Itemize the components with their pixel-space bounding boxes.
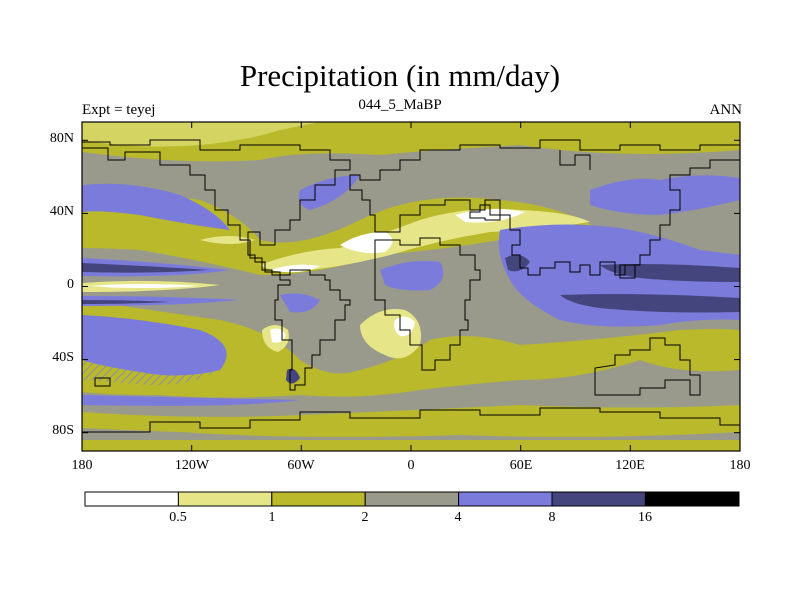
colorbar-box-5: [458, 491, 553, 507]
lat-tick-label: 40S: [52, 350, 74, 365]
colorbar-box-6: [551, 491, 646, 507]
lon-tick-label: 60E: [509, 458, 533, 473]
precip-field: [82, 122, 740, 451]
experiment-label: Expt = teyej: [82, 102, 156, 118]
lon-tick-label: 120E: [615, 458, 645, 473]
lon-tick-label: 180: [71, 458, 93, 473]
lat-tick-label: 80S: [52, 423, 74, 438]
coastlines: [82, 139, 740, 433]
colorbar-label: 8: [548, 510, 556, 525]
colorbar-label: 1: [268, 510, 276, 525]
lon-tick-label: 180: [729, 458, 751, 473]
colorbar-label: 4: [454, 510, 462, 525]
lon-tick-label: 0: [407, 458, 415, 473]
lat-tick-label: 40N: [49, 204, 74, 219]
season-label: ANN: [709, 102, 743, 118]
colorbar-box-2: [177, 491, 273, 507]
colorbar-label: 2: [361, 510, 369, 525]
lat-tick-label: 80N: [49, 131, 74, 146]
colorbar-label: 16: [638, 510, 652, 525]
colorbar-box-7: [644, 491, 740, 507]
plot-subtitle: 044_5_MaBP: [358, 97, 442, 113]
colorbar-box-3: [271, 491, 366, 507]
plot-title: Precipitation (in mm/day): [239, 58, 561, 93]
colorbar-box-1: [84, 491, 179, 507]
lat-tick-label: 0: [67, 277, 74, 292]
colorbar-box-4: [364, 491, 460, 507]
lon-tick-label: 60W: [287, 458, 315, 473]
tick-marks: [82, 122, 740, 451]
colorbar-label: 0.5: [169, 510, 187, 525]
lon-tick-label: 120W: [174, 458, 210, 473]
colorbar: [84, 491, 740, 507]
